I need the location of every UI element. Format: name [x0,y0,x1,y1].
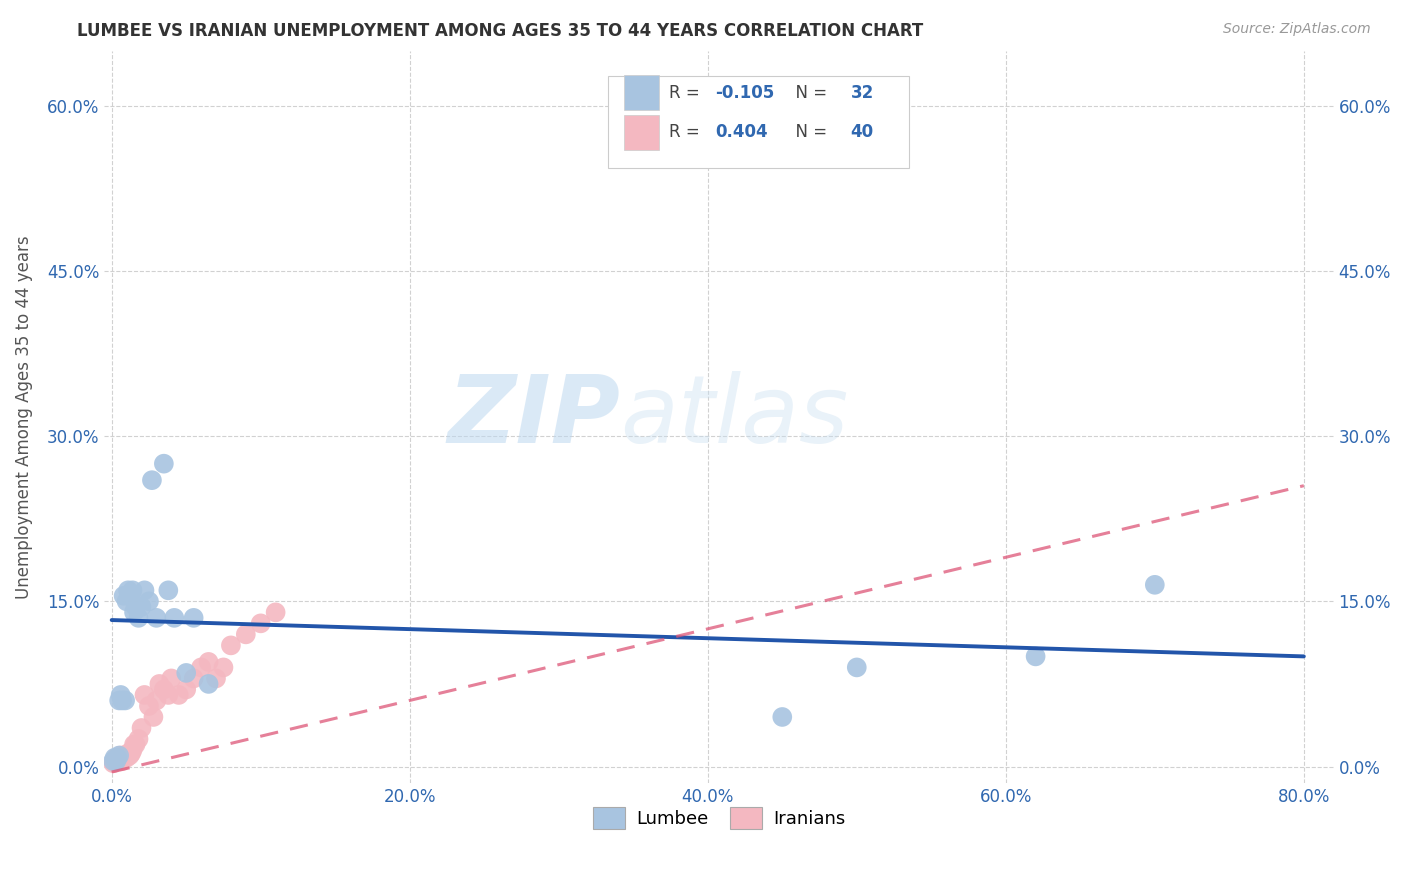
Point [174,665,197,680]
Point [114,693,136,707]
Point [118,589,141,603]
Point [148,677,170,691]
Point [153,682,176,697]
Text: N =: N = [786,84,832,102]
Point [108,693,131,707]
Point [111,754,134,768]
Point [108,750,131,764]
Point [219,639,242,653]
Point [105,750,128,764]
Point [131,599,153,614]
Point [138,594,160,608]
Text: 40: 40 [851,123,873,141]
Text: -0.105: -0.105 [716,84,775,102]
Point [138,698,160,713]
Text: N =: N = [786,123,832,141]
Point [145,693,167,707]
Point [111,693,134,707]
Point [115,750,138,764]
Point [145,611,167,625]
Point [163,611,186,625]
Point [121,583,143,598]
Point [1143,578,1166,592]
Point [141,473,163,487]
Point [121,743,143,757]
Point [845,660,868,674]
Point [117,583,139,598]
Point [104,750,127,764]
Point [104,753,127,767]
Point [115,594,138,608]
Text: R =: R = [668,84,704,102]
Point [249,616,271,631]
FancyBboxPatch shape [624,115,658,150]
Point [120,747,142,761]
Text: atlas: atlas [620,371,849,462]
Point [134,688,156,702]
Point [183,672,205,686]
FancyBboxPatch shape [609,77,910,168]
Point [108,748,131,763]
Point [105,754,128,768]
Point [160,672,183,686]
Y-axis label: Unemployment Among Ages 35 to 44 years: Unemployment Among Ages 35 to 44 years [15,235,32,599]
Point [1025,649,1047,664]
Point [117,747,139,761]
Point [157,583,180,598]
Text: 0.404: 0.404 [716,123,768,141]
Point [128,611,150,625]
Text: ZIP: ZIP [447,371,620,463]
Point [104,755,127,769]
Point [103,754,125,768]
Point [128,731,150,746]
Point [190,660,212,674]
Point [112,750,135,764]
Point [157,688,180,702]
Point [118,748,141,763]
Point [103,756,125,771]
Text: 32: 32 [851,84,873,102]
Legend: Lumbee, Iranians: Lumbee, Iranians [585,800,852,837]
Text: Source: ZipAtlas.com: Source: ZipAtlas.com [1223,22,1371,37]
FancyBboxPatch shape [624,75,658,111]
Point [108,753,131,767]
Point [124,599,146,614]
Point [134,583,156,598]
Point [131,721,153,735]
Point [197,677,219,691]
Point [112,589,135,603]
Text: LUMBEE VS IRANIAN UNEMPLOYMENT AMONG AGES 35 TO 44 YEARS CORRELATION CHART: LUMBEE VS IRANIAN UNEMPLOYMENT AMONG AGE… [77,22,924,40]
Point [110,748,132,763]
Point [124,738,146,752]
Point [114,748,136,763]
Point [197,655,219,669]
Point [122,605,145,619]
Point [183,611,205,625]
Point [107,750,129,764]
Point [107,754,129,768]
Point [153,457,176,471]
Point [770,710,793,724]
Point [110,688,132,702]
Point [174,682,197,697]
Point [167,688,190,702]
Point [142,710,165,724]
Point [105,754,128,768]
Text: R =: R = [668,123,704,141]
Point [212,660,235,674]
Point [205,672,228,686]
Point [235,627,257,641]
Point [122,738,145,752]
Point [264,605,287,619]
